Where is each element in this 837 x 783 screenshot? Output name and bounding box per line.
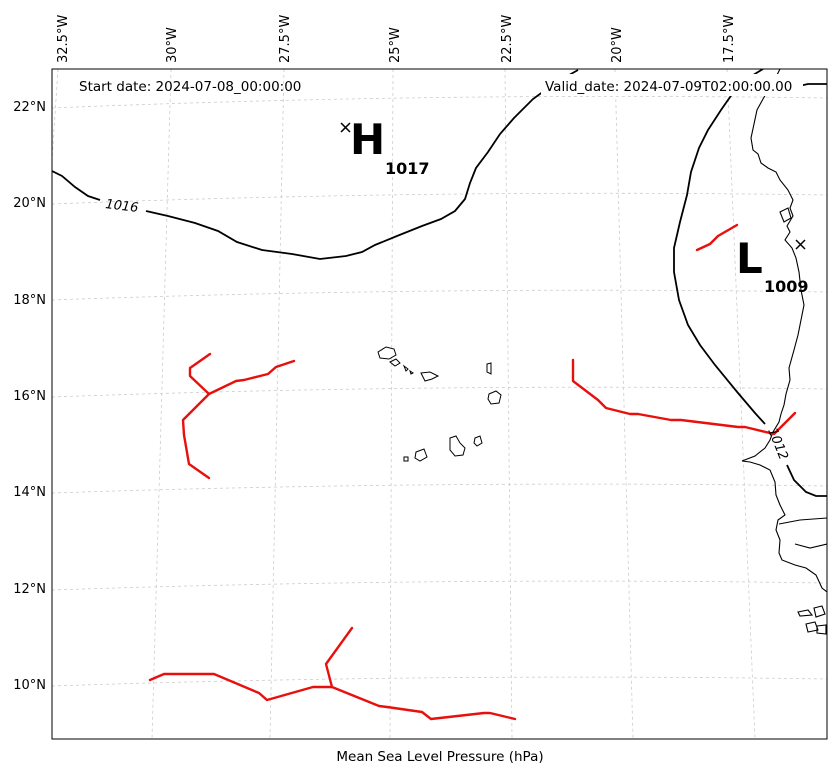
west-africa-coastline bbox=[741, 69, 827, 593]
lat-tick-label: 18°N bbox=[13, 293, 46, 308]
island bbox=[449, 435, 466, 457]
lat-tick-label: 22°N bbox=[13, 100, 46, 115]
map-frame bbox=[51, 68, 828, 740]
island bbox=[487, 390, 502, 405]
start-date-label: Start date: 2024-07-08_00:00:00 bbox=[79, 79, 301, 95]
lat-tick-label: 20°N bbox=[13, 196, 46, 211]
center-marker-icon bbox=[340, 122, 351, 133]
trough-line bbox=[330, 685, 517, 721]
island bbox=[389, 358, 401, 367]
lon-tick-label: 27.5°W bbox=[278, 15, 293, 63]
valid-date-label: Valid_date: 2024-07-09T02:00:00.00 bbox=[545, 79, 792, 95]
longitude-tick-labels: 32.5°W 30°W 27.5°W 25°W 22.5°W 20°W 17.5… bbox=[56, 15, 737, 63]
lon-tick-label: 32.5°W bbox=[56, 15, 71, 63]
island bbox=[403, 456, 409, 462]
high-pressure-center: H 1017 bbox=[340, 115, 430, 178]
lon-tick-label: 22.5°W bbox=[500, 15, 515, 63]
map-caption: Mean Sea Level Pressure (hPa) bbox=[336, 749, 543, 765]
trough-line bbox=[695, 223, 739, 252]
island bbox=[486, 362, 492, 375]
trough-line bbox=[181, 392, 211, 480]
isobar-label: 1012 bbox=[764, 426, 790, 462]
center-letter: L bbox=[736, 234, 763, 283]
island bbox=[409, 369, 414, 375]
lon-tick-label: 25°W bbox=[388, 27, 403, 63]
isobar-1012 bbox=[673, 69, 827, 497]
isobar-label: 1016 bbox=[105, 197, 140, 216]
isobar-1016 bbox=[52, 69, 579, 260]
lat-tick-label: 10°N bbox=[13, 678, 46, 693]
cape-verde-islands bbox=[377, 346, 502, 462]
coastline bbox=[741, 69, 827, 635]
island bbox=[420, 371, 440, 382]
lon-tick-label: 17.5°W bbox=[722, 15, 737, 63]
lat-tick-label: 14°N bbox=[13, 485, 46, 500]
isobars bbox=[52, 69, 827, 497]
trough-lines bbox=[148, 223, 797, 721]
low-pressure-center: L 1009 bbox=[736, 234, 809, 296]
lat-tick-label: 12°N bbox=[13, 582, 46, 597]
trough-line bbox=[571, 358, 797, 436]
center-pressure-value: 1009 bbox=[764, 277, 809, 296]
island bbox=[414, 448, 428, 462]
island bbox=[402, 364, 409, 372]
island bbox=[377, 346, 397, 360]
trough-line bbox=[148, 626, 354, 702]
graticule bbox=[52, 69, 827, 739]
lon-tick-label: 30°W bbox=[165, 27, 180, 63]
center-letter: H bbox=[350, 115, 385, 164]
trough-line bbox=[188, 352, 296, 396]
valid-date-backdrop bbox=[541, 74, 803, 96]
island bbox=[473, 435, 483, 447]
latitude-tick-labels: 22°N 20°N 18°N 16°N 14°N 12°N 10°N bbox=[13, 100, 46, 693]
lon-tick-label: 20°W bbox=[610, 27, 625, 63]
lat-tick-label: 16°N bbox=[13, 389, 46, 404]
center-marker-icon bbox=[795, 239, 806, 250]
center-pressure-value: 1017 bbox=[385, 159, 430, 178]
